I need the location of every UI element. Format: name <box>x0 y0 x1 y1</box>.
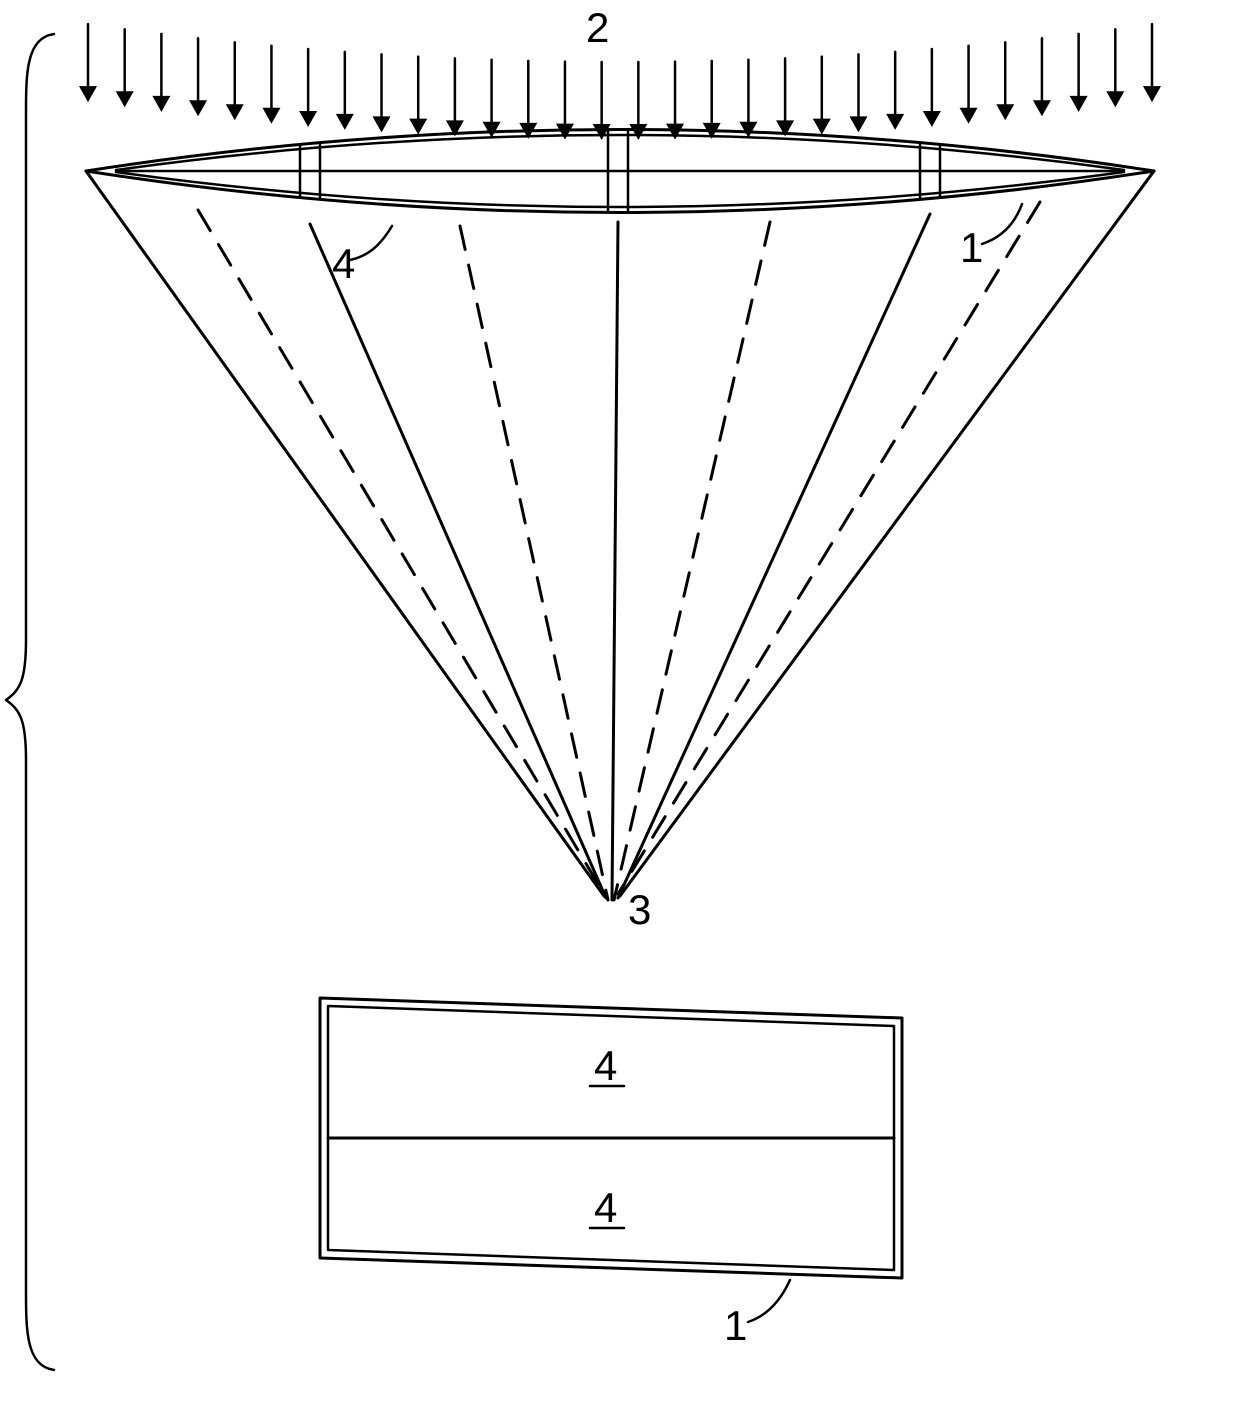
leader-1 <box>982 204 1022 244</box>
lens-inner-top <box>116 135 1124 170</box>
label-4-underlined: 4 <box>594 1042 617 1089</box>
refracted-ray <box>310 224 606 898</box>
leader-1-detail <box>748 1280 790 1322</box>
label-4: 4 <box>332 240 355 287</box>
optical-lens-diagram: 2 3 4 1 4 4 1 <box>0 0 1240 1419</box>
label-1: 1 <box>960 224 983 271</box>
incident-rays <box>79 86 1161 140</box>
refracted-ray <box>618 214 930 898</box>
refracted-ray-dashed <box>198 210 604 894</box>
label-4-underlined: 4 <box>594 1184 617 1231</box>
label-2: 2 <box>586 4 609 51</box>
figure-brace <box>6 34 54 1370</box>
lens-inner-bottom <box>116 172 1124 207</box>
leader-4 <box>350 226 392 260</box>
refracted-ray <box>612 222 618 900</box>
label-3: 3 <box>628 886 651 933</box>
label-1-detail: 1 <box>724 1302 747 1349</box>
refracted-ray-dashed <box>618 202 1040 894</box>
refracted-ray <box>620 171 1154 896</box>
